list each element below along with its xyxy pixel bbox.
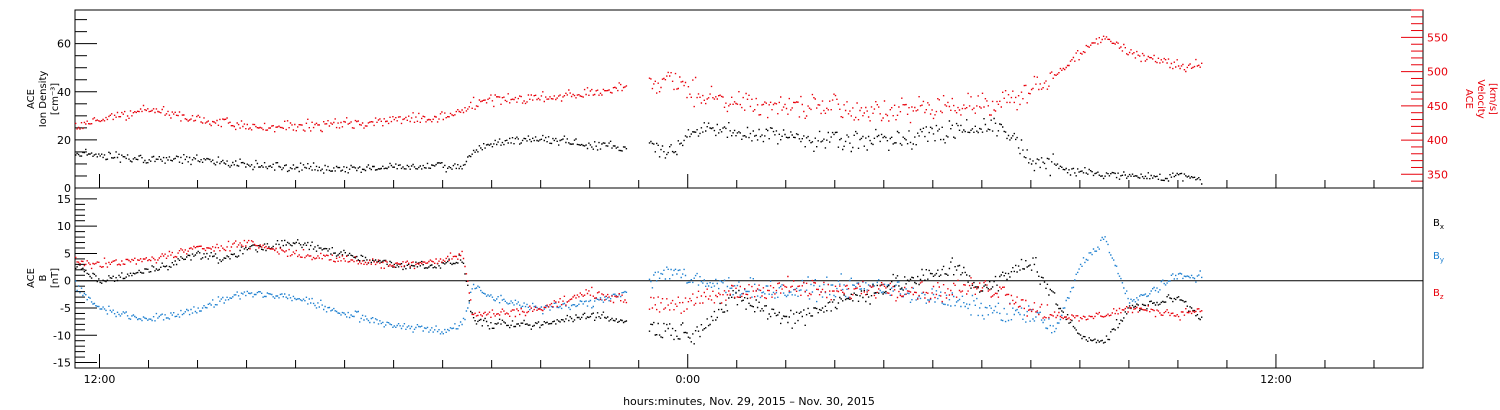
density-axis-title-2: Ion Density (38, 71, 49, 128)
series-label-subscript: x (1440, 223, 1444, 231)
density-tick-label: 20 (57, 134, 71, 147)
top-data-points (75, 35, 1203, 185)
time-tick-label: 12:00 (1260, 373, 1292, 386)
top-panel-frame (74, 9, 1424, 189)
series-label-bz: Bz (1433, 288, 1444, 301)
density-tick-label: 40 (57, 86, 71, 99)
series-label-subscript: y (1440, 256, 1444, 264)
time-tick-label: 12:00 (84, 373, 116, 386)
series-label-bx: Bx (1433, 218, 1444, 231)
density-tick-label: 0 (64, 182, 71, 195)
velocity-tick-label: 500 (1427, 66, 1448, 79)
bottom-panel-frame (74, 187, 1424, 369)
velocity-tick-label: 400 (1427, 134, 1448, 147)
field-tick-label: -15 (53, 357, 71, 370)
density-axis-ticks: 0 20 40 60 (57, 19, 97, 195)
bottom-data-points (75, 236, 1203, 345)
field-axis-title-2: B (38, 274, 49, 281)
by-points (75, 236, 1203, 335)
velocity-points (75, 35, 1203, 133)
series-label-subscript: z (1440, 293, 1444, 301)
velocity-axis-title-2: Velocity (1475, 79, 1486, 118)
bottom-panel: -15 -10 -5 0 5 10 15 12:00 0:00 12:00 Bx By Bz ACE… (26, 174, 1444, 408)
field-axis-ticks: -15 -10 -5 0 5 10 15 (53, 193, 97, 370)
velocity-tick-label: 450 (1427, 100, 1448, 113)
time-axis-ticks: 12:00 0:00 12:00 (84, 174, 1424, 386)
time-tick-label: 0:00 (675, 373, 700, 386)
density-tick-label: 60 (57, 38, 71, 51)
density-axis-title-3: [cm⁻³] (50, 83, 61, 115)
bz-points (75, 239, 1203, 322)
velocity-tick-label: 550 (1427, 31, 1448, 44)
field-tick-label: 10 (57, 220, 71, 233)
field-axis-title-1: ACE (26, 268, 37, 288)
series-label-by: By (1433, 251, 1444, 264)
field-tick-label: 5 (64, 247, 71, 260)
field-axis-title-3: [nT] (50, 268, 61, 288)
field-tick-label: -5 (60, 302, 71, 315)
field-tick-label: -10 (53, 329, 71, 342)
series-labels: Bx By Bz (1433, 218, 1444, 301)
time-axis-title: hours:minutes, Nov. 29, 2015 – Nov. 30, … (623, 395, 875, 408)
density-axis-title-1: ACE (26, 89, 37, 109)
field-tick-label: 0 (64, 275, 71, 288)
velocity-tick-label: 350 (1427, 168, 1448, 181)
density-points (75, 117, 1203, 185)
velocity-axis-title-3: [km/s] (1487, 83, 1498, 115)
field-tick-label: 15 (57, 193, 71, 206)
velocity-axis-ticks: 350 400 450 500 550 (1401, 9, 1448, 182)
velocity-axis-title-1: ACE (1463, 89, 1474, 109)
